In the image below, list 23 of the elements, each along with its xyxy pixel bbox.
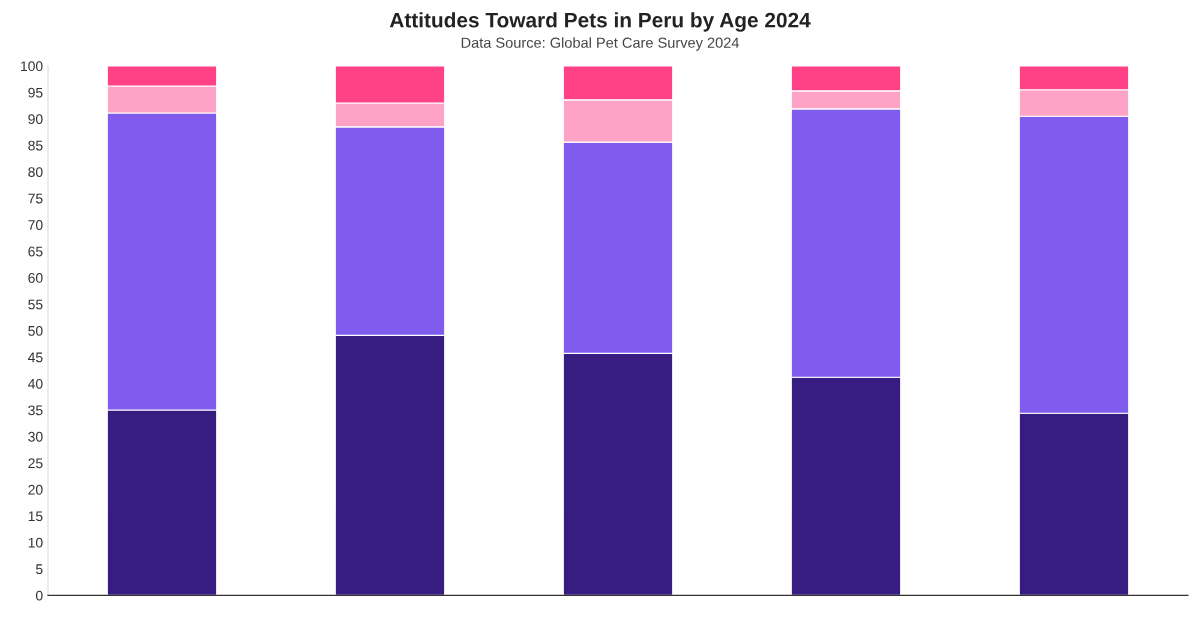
y-tick-label: 40 bbox=[28, 378, 43, 389]
y-tick-label: 80 bbox=[28, 167, 43, 177]
y-tick-label: 35 bbox=[28, 405, 43, 416]
y-tick-label: 95 bbox=[28, 87, 43, 98]
y-tick-label: 45 bbox=[28, 352, 43, 363]
y-tick-label: 50 bbox=[28, 325, 43, 336]
y-tick-label: 90 bbox=[28, 114, 43, 125]
y-tick-label: 15 bbox=[28, 511, 43, 522]
y-tick-label: 20 bbox=[28, 484, 43, 495]
chart-title: Attitudes Toward Pets in Peru by Age 2024 bbox=[389, 12, 811, 32]
y-tick-label: 65 bbox=[28, 246, 43, 257]
y-tick-label: 75 bbox=[28, 193, 43, 204]
chart-subtitle: Data Source: Global Pet Care Survey 2024 bbox=[461, 37, 740, 51]
y-tick-label: 60 bbox=[28, 273, 43, 283]
y-tick-label: 5 bbox=[35, 564, 43, 575]
y-tick-label: 0 bbox=[35, 590, 43, 601]
y-tick-label: 70 bbox=[28, 220, 43, 230]
y-tick-label: 10 bbox=[28, 537, 43, 548]
y-tick-label: 100 bbox=[21, 61, 43, 72]
y-tick-label: 85 bbox=[28, 140, 43, 151]
y-tick-label: 30 bbox=[28, 431, 43, 442]
y-tick-label: 25 bbox=[28, 458, 43, 469]
y-tick-label: 55 bbox=[28, 299, 43, 310]
